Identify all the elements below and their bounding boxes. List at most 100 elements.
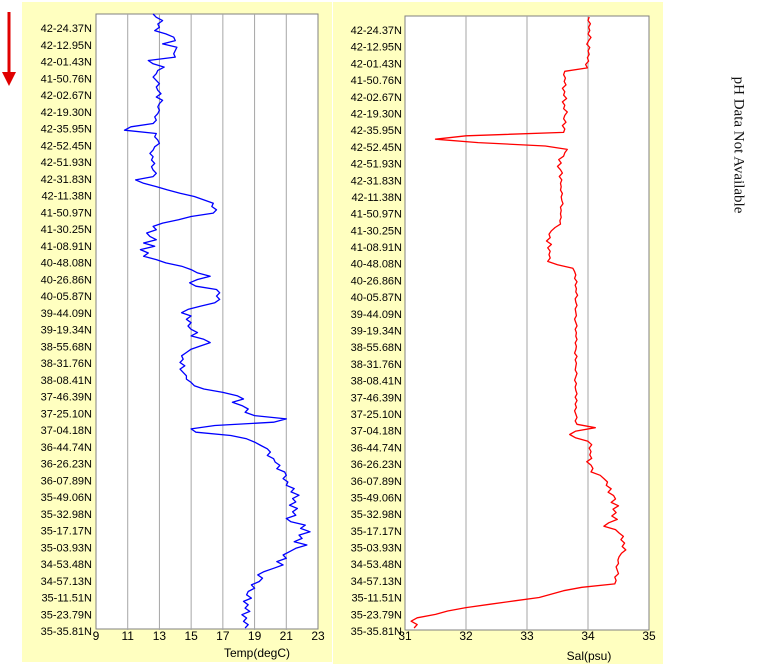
sal-latitude-label: 35-11.51N (351, 593, 402, 605)
temp-x-tick-label: 17 (216, 629, 230, 643)
temp-latitude-label: 35-17.17N (41, 526, 92, 538)
temp-latitude-label: 35-49.06N (41, 492, 92, 504)
sal-latitude-label: 39-19.34N (351, 326, 402, 338)
temp-latitude-label: 42-01.43N (41, 57, 92, 69)
temp-latitude-label: 36-44.74N (41, 442, 92, 454)
sal-latitude-label: 39-44.09N (351, 309, 402, 321)
temp-latitude-label: 42-02.67N (41, 90, 92, 102)
temp-latitude-label: 42-11.38N (41, 191, 92, 203)
sal-latitude-label: 38-55.68N (351, 342, 402, 354)
temp-latitude-label: 34-57.13N (41, 576, 92, 588)
temp-latitude-label: 36-07.89N (41, 475, 92, 487)
temp-latitude-label: 41-30.25N (41, 224, 92, 236)
sal-latitude-label: 42-12.95N (351, 42, 402, 54)
sal-latitude-label: 42-19.30N (351, 108, 402, 120)
sal-latitude-label: 35-03.93N (351, 543, 402, 555)
temp-latitude-label: 40-26.86N (41, 274, 92, 286)
sal-latitude-label: 37-46.39N (351, 392, 402, 404)
sal-latitude-label: 40-48.08N (351, 259, 402, 271)
temp-latitude-label: 41-08.91N (41, 241, 92, 253)
temp-latitude-label: 34-53.48N (41, 559, 92, 571)
temp-latitude-label: 39-19.34N (41, 325, 92, 337)
sal-x-tick-label: 34 (581, 629, 595, 643)
sal-profile-line (410, 16, 627, 629)
temp-x-tick-label: 9 (93, 629, 100, 643)
temp-latitude-label: 42-19.30N (41, 107, 92, 119)
sal-axis-title: Sal(psu) (567, 649, 612, 663)
sal-latitude-label: 42-31.83N (351, 175, 402, 187)
temp-latitude-label: 37-04.18N (41, 425, 92, 437)
temp-latitude-label: 42-35.95N (41, 124, 92, 136)
sal-x-tick-label: 35 (642, 629, 656, 643)
temp-x-tick-label: 23 (311, 629, 325, 643)
sal-latitude-label: 35-17.17N (351, 526, 402, 538)
sal-latitude-label: 34-57.13N (351, 576, 402, 588)
temp-latitude-label: 42-24.37N (41, 23, 92, 35)
sal-latitude-label: 40-26.86N (351, 275, 402, 287)
temp-profile-line (123, 13, 311, 629)
sal-latitude-label: 42-35.95N (351, 125, 402, 137)
sal-x-tick-labels: 31 32 33 34 35 (398, 629, 656, 643)
sal-latitude-label: 35-35.81N (351, 626, 402, 638)
sal-latitude-label: 36-44.74N (351, 442, 402, 454)
temp-latitude-label: 41-50.76N (41, 73, 92, 85)
sal-latitude-label: 40-05.87N (351, 292, 402, 304)
temp-latitude-label: 38-31.76N (41, 358, 92, 370)
temp-x-tick-labels: 9 11 13 15 17 19 21 23 (93, 629, 325, 643)
sal-latitude-label: 35-32.98N (351, 509, 402, 521)
sal-latitude-label: 42-02.67N (351, 92, 402, 104)
temp-latitude-label: 35-11.51N (41, 593, 92, 605)
sal-latitude-label: 38-31.76N (351, 359, 402, 371)
temp-x-tick-label: 19 (248, 629, 262, 643)
temp-latitude-label: 39-44.09N (41, 308, 92, 320)
sal-latitude-label: 37-04.18N (351, 426, 402, 438)
temp-latitude-label: 35-23.79N (41, 609, 92, 621)
sal-latitude-label: 38-08.41N (351, 376, 402, 388)
temp-x-tick-label: 13 (153, 629, 167, 643)
sal-latitude-label: 41-30.25N (351, 225, 402, 237)
temp-latitude-labels: 42-24.37N 42-12.95N 42-01.43N 41-50.76N 42-0… (41, 23, 92, 638)
temp-latitude-label: 38-55.68N (41, 341, 92, 353)
sal-latitude-label: 42-51.93N (351, 159, 402, 171)
sal-gridlines (465, 16, 589, 630)
temp-latitude-label: 37-25.10N (41, 408, 92, 420)
arrow-down-icon (2, 12, 16, 86)
temp-x-tick-label: 11 (121, 629, 134, 643)
temp-latitude-label: 42-12.95N (41, 40, 92, 52)
temp-latitude-label: 40-05.87N (41, 291, 92, 303)
ph-unavailable-note: pH Data Not Available (730, 76, 747, 214)
temp-latitude-label: 35-35.81N (41, 626, 92, 638)
sal-latitude-label: 35-49.06N (351, 492, 402, 504)
temp-latitude-label: 36-26.23N (41, 459, 92, 471)
sal-latitude-label: 35-23.79N (351, 609, 402, 621)
temp-axis-title: Temp(degC) (224, 646, 290, 660)
sal-x-tick-label: 31 (398, 629, 412, 643)
sal-latitude-label: 41-50.76N (351, 75, 402, 87)
sal-latitude-label: 41-50.97N (351, 209, 402, 221)
sal-latitude-label: 41-08.91N (351, 242, 402, 254)
temp-latitude-label: 41-50.97N (41, 207, 92, 219)
sal-latitude-label: 42-52.45N (351, 142, 402, 154)
temp-latitude-label: 42-31.83N (41, 174, 92, 186)
temp-latitude-label: 35-03.93N (41, 542, 92, 554)
temp-plot-area (95, 13, 319, 630)
sal-x-tick-label: 33 (520, 629, 534, 643)
temp-latitude-label: 42-51.93N (41, 157, 92, 169)
sal-latitude-label: 36-07.89N (351, 476, 402, 488)
sal-latitude-label: 42-24.37N (351, 25, 402, 37)
sal-latitude-labels: 42-24.37N 42-12.95N 42-01.43N 41-50.76N 42-0… (351, 25, 402, 638)
temp-latitude-label: 38-08.41N (41, 375, 92, 387)
sal-latitude-label: 36-26.23N (351, 459, 402, 471)
sal-latitude-label: 37-25.10N (351, 409, 402, 421)
sal-latitude-label: 42-01.43N (351, 58, 402, 70)
temp-x-tick-label: 21 (280, 629, 294, 643)
temp-latitude-label: 37-46.39N (41, 392, 92, 404)
sal-latitude-label: 42-11.38N (351, 192, 402, 204)
temp-latitude-label: 42-52.45N (41, 140, 92, 152)
temp-latitude-label: 40-48.08N (41, 258, 92, 270)
temp-x-tick-label: 15 (184, 629, 198, 643)
sal-x-tick-label: 32 (459, 629, 473, 643)
sal-latitude-label: 34-53.48N (351, 559, 402, 571)
temp-latitude-label: 35-32.98N (41, 509, 92, 521)
